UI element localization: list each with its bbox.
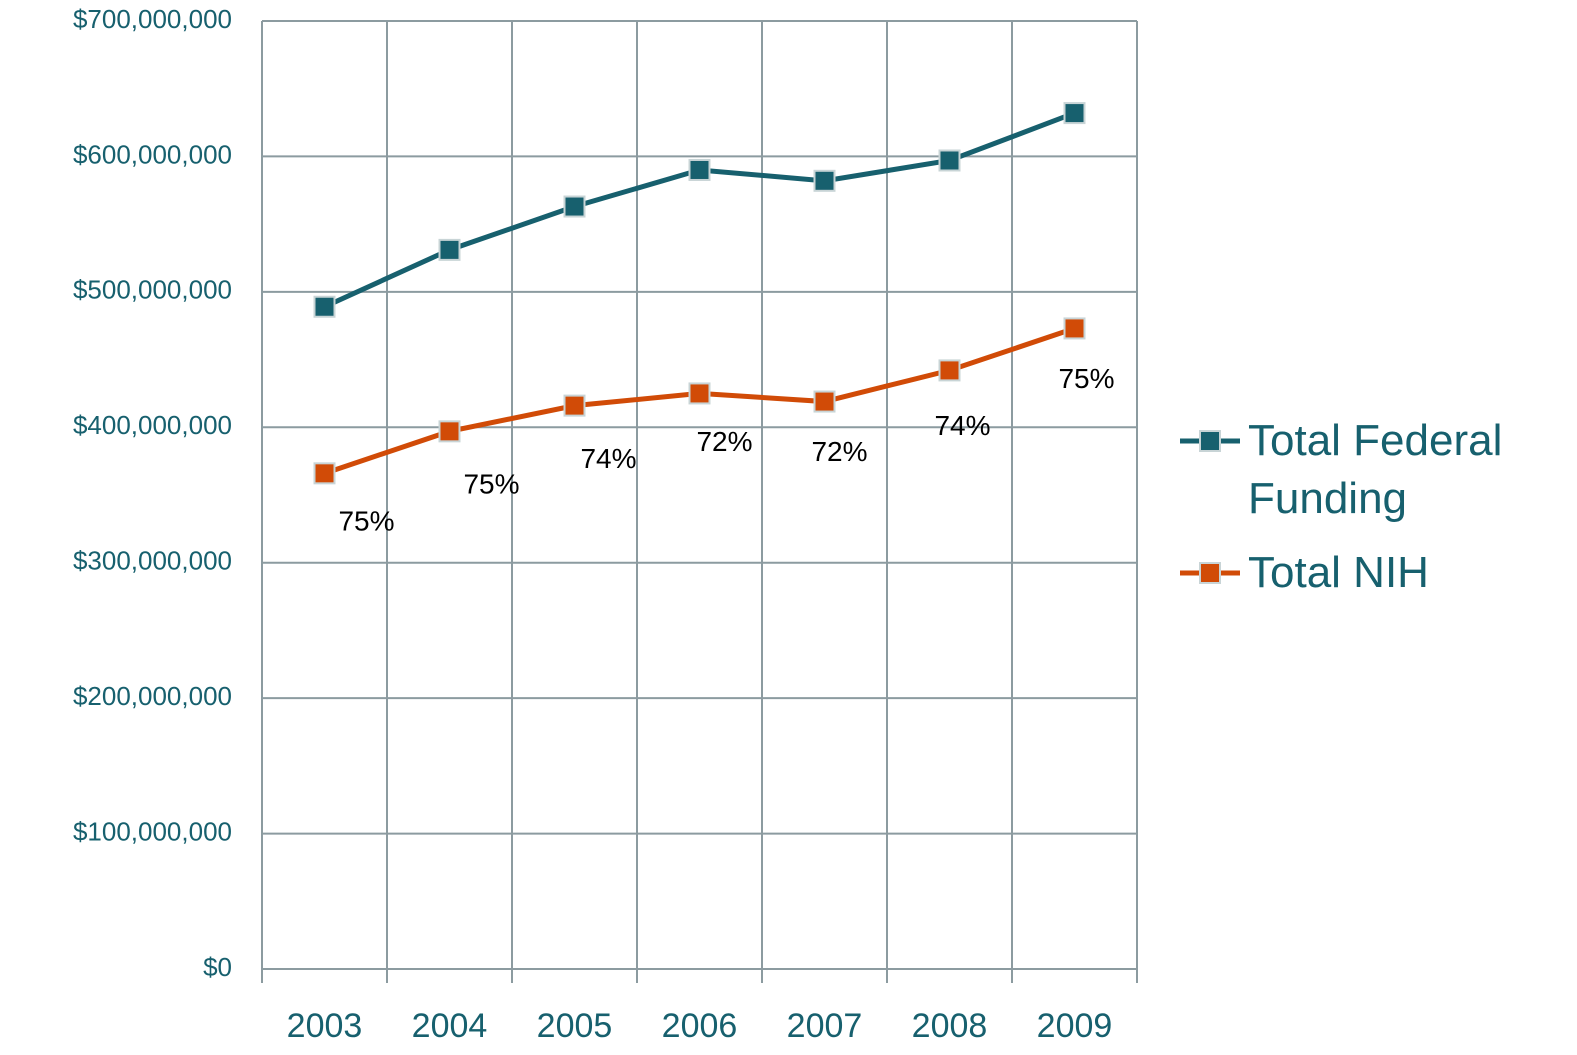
point-marker [438,420,461,443]
x-tick-label: 2004 [412,1007,488,1045]
series-line [323,110,1076,310]
x-tick-label: 2006 [662,1007,738,1045]
point-marker [813,390,836,413]
y-tick-label: $300,000,000 [73,546,232,576]
legend-marker [1199,430,1221,452]
y-tick-label: $100,000,000 [73,816,232,846]
data-label: 74% [580,443,636,474]
legend-marker [1199,562,1221,584]
y-tick-label: $400,000,000 [73,410,232,440]
point-marker [563,394,586,417]
point-marker [1063,317,1086,340]
point-marker [563,195,586,218]
point-marker [938,359,961,382]
point-marker [1063,102,1086,125]
x-tick-label: 2007 [787,1007,863,1045]
data-label: 74% [934,410,990,441]
point-marker [313,295,336,318]
point-marker [938,149,961,172]
y-tick-label: $500,000,000 [73,275,232,305]
point-marker [688,382,711,405]
y-tick-label: $0 [203,952,232,982]
point-marker [688,158,711,181]
y-tick-label: $700,000,000 [73,4,232,34]
legend-label: Total NIH [1248,548,1429,597]
x-tick-label: 2003 [287,1007,363,1045]
legend-label: Total Federal Funding [1248,416,1503,523]
data-label: 72% [811,436,867,467]
y-tick-label: $600,000,000 [73,139,232,169]
data-label: 75% [463,469,519,500]
data-label: 75% [338,506,394,537]
point-marker [313,462,336,485]
point-marker [813,169,836,192]
x-tick-label: 2009 [1037,1007,1113,1045]
data-label: 75% [1058,363,1114,394]
y-tick-label: $200,000,000 [73,681,232,711]
point-marker [438,238,461,261]
x-tick-label: 2008 [912,1007,988,1045]
data-label: 72% [696,426,752,457]
x-tick-label: 2005 [537,1007,613,1045]
